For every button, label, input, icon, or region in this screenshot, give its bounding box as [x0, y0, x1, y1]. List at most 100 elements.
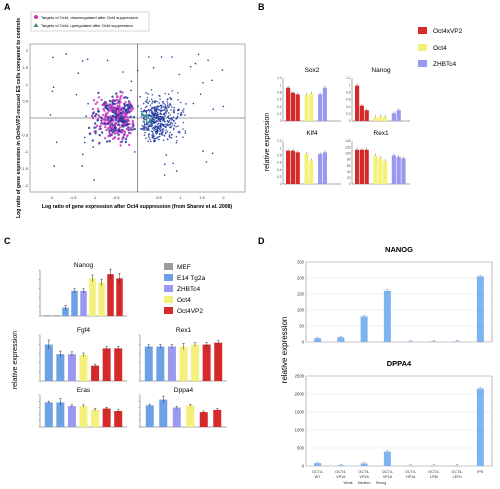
- scatter-point: [108, 140, 111, 143]
- legend-label-oct4-c: Oct4: [177, 297, 191, 304]
- scatter-point: [172, 116, 175, 118]
- scatter-point: [114, 118, 117, 122]
- scatter-point: [131, 121, 135, 125]
- panel-c-subplots: Nanog Fgf4 Rex1 Eras Dppa4: [38, 262, 227, 428]
- scatter-point: [199, 93, 202, 96]
- scatter-point: [151, 93, 154, 96]
- scatter-point: [129, 127, 132, 130]
- scatter-point: [110, 128, 114, 131]
- scatter-point: [154, 120, 157, 123]
- subplot-y-tick: 50: [299, 324, 304, 329]
- subplot-y-tick: 0.2: [277, 175, 282, 179]
- legend-label-mef: MEF: [177, 264, 191, 271]
- scatter-point: [131, 119, 134, 123]
- scatter-point: [165, 129, 167, 131]
- scatter-point: [148, 133, 150, 135]
- scatter-point: [151, 124, 154, 127]
- scatter-point: [149, 138, 151, 141]
- scatter-point: [106, 140, 109, 143]
- scatter-point: [144, 131, 146, 134]
- scatter-point: [165, 105, 167, 108]
- scatter-point: [154, 137, 157, 140]
- scatter-point: [154, 125, 157, 127]
- scatter-x-tick: -2: [50, 195, 54, 200]
- scatter-point: [111, 114, 115, 118]
- scatter-point: [155, 132, 157, 134]
- bar: [213, 409, 222, 427]
- bar: [172, 407, 181, 427]
- scatter-point: [177, 125, 179, 127]
- scatter-point: [129, 115, 132, 118]
- scatter-point: [148, 100, 151, 102]
- bar: [322, 152, 327, 184]
- scatter-point: [164, 104, 166, 106]
- scatter-point: [154, 100, 157, 102]
- legend-label-upregulated: Targets of Oct4, upregulated after Oct4 …: [41, 23, 133, 28]
- scatter-point: [159, 132, 161, 135]
- scatter-point: [161, 116, 164, 118]
- scatter-points: [49, 53, 225, 181]
- scatter-point: [172, 128, 175, 131]
- scatter-point: [112, 120, 115, 123]
- scatter-point: [179, 113, 182, 116]
- scatter-point: [130, 104, 133, 107]
- scatter-point: [97, 91, 100, 95]
- scatter-point: [130, 89, 132, 92]
- scatter-point: [158, 138, 160, 141]
- scatter-point: [93, 126, 96, 129]
- scatter-point: [164, 111, 166, 114]
- scatter-point: [156, 131, 159, 133]
- scatter-point-triangle: [147, 121, 150, 124]
- scatter-point: [106, 127, 110, 130]
- scatter-point: [111, 131, 114, 134]
- subplot-y-tick: 1: [280, 146, 282, 150]
- scatter-point: [174, 122, 176, 124]
- scatter-point: [159, 125, 162, 128]
- scatter-point: [139, 128, 142, 130]
- scatter-point: [127, 128, 130, 132]
- scatter-point: [158, 102, 161, 104]
- scatter-point: [147, 135, 150, 137]
- scatter-point: [184, 114, 186, 116]
- scatter-point: [75, 93, 78, 96]
- scatter-point: [146, 127, 149, 130]
- subplot-y-tick: 0.2: [277, 112, 282, 116]
- scatter-point: [87, 126, 91, 130]
- scatter-point: [173, 108, 175, 111]
- scatter-point: [165, 154, 168, 156]
- bar: [56, 354, 65, 381]
- scatter-point: [111, 107, 114, 111]
- scatter-point: [121, 118, 125, 121]
- scatter-point: [171, 133, 173, 136]
- scatter-point: [156, 120, 158, 123]
- scatter-point-triangle: [151, 115, 154, 119]
- scatter-point: [162, 130, 165, 132]
- scatter-point: [147, 140, 149, 142]
- subplot-y-tick: 0: [280, 182, 282, 186]
- scatter-point: [153, 134, 155, 136]
- legend-swatch-zhbtc4: [418, 60, 427, 67]
- scatter-point: [202, 82, 204, 84]
- subplot-frame: [305, 375, 493, 467]
- scatter-point: [212, 108, 214, 110]
- scatter-point: [168, 121, 170, 123]
- legend-swatch-oct4xvp2: [418, 27, 427, 34]
- scatter-point: [128, 105, 131, 109]
- scatter-point: [145, 126, 147, 128]
- scatter-point: [177, 112, 179, 115]
- scatter-x-tick: 1.5: [199, 195, 205, 200]
- scatter-point: [150, 98, 153, 100]
- bar: [407, 341, 415, 342]
- scatter-point: [136, 69, 139, 72]
- bar: [378, 158, 383, 184]
- subplot-y-tick: 150: [297, 292, 305, 297]
- bar: [80, 290, 87, 316]
- subplot-title: DPPA4: [387, 359, 412, 368]
- scatter-point: [116, 101, 119, 105]
- scatter-point: [151, 114, 154, 116]
- subplot-y-tick: 0.2: [346, 112, 351, 116]
- scatter-point: [119, 144, 122, 147]
- panel-c-subplot-rex1: Rex1: [138, 327, 227, 382]
- scatter-point: [168, 106, 170, 108]
- scatter-point: [140, 110, 143, 113]
